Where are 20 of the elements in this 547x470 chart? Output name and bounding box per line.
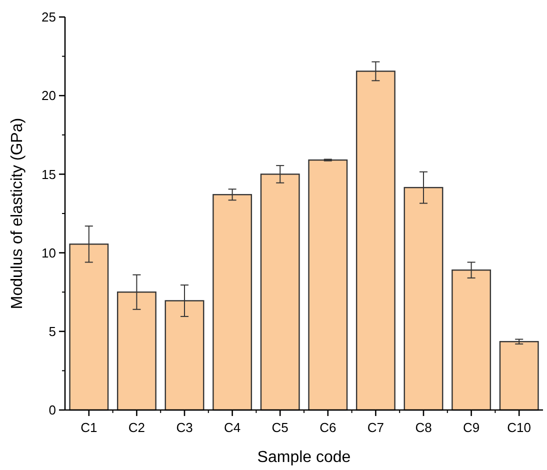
x-tick-label: C6	[320, 420, 336, 435]
x-tick-label: C1	[80, 420, 98, 435]
y-tick-label: 25	[42, 10, 56, 25]
y-tick-label: 15	[42, 166, 56, 182]
y-tick-label: 20	[42, 88, 56, 104]
y-tick-label: 5	[48, 324, 56, 339]
bar	[499, 341, 539, 411]
x-tick-label: C10	[507, 420, 532, 435]
x-tick-label: C5	[272, 420, 288, 435]
x-axis-title: Sample code	[257, 449, 351, 466]
x-tick-label: C3	[176, 420, 193, 435]
x-tick-label: C8	[415, 420, 432, 435]
y-tick-label: 10	[42, 245, 56, 260]
y-axis-title: Modulus of elasticity (GPa)	[9, 118, 26, 310]
y-tick-label: 0	[48, 402, 56, 418]
x-tick-label: C2	[128, 420, 146, 435]
bar	[308, 159, 348, 411]
x-tick-label: C9	[462, 420, 480, 435]
x-tick-label: C4	[224, 420, 241, 435]
x-tick-label: C7	[367, 420, 384, 435]
